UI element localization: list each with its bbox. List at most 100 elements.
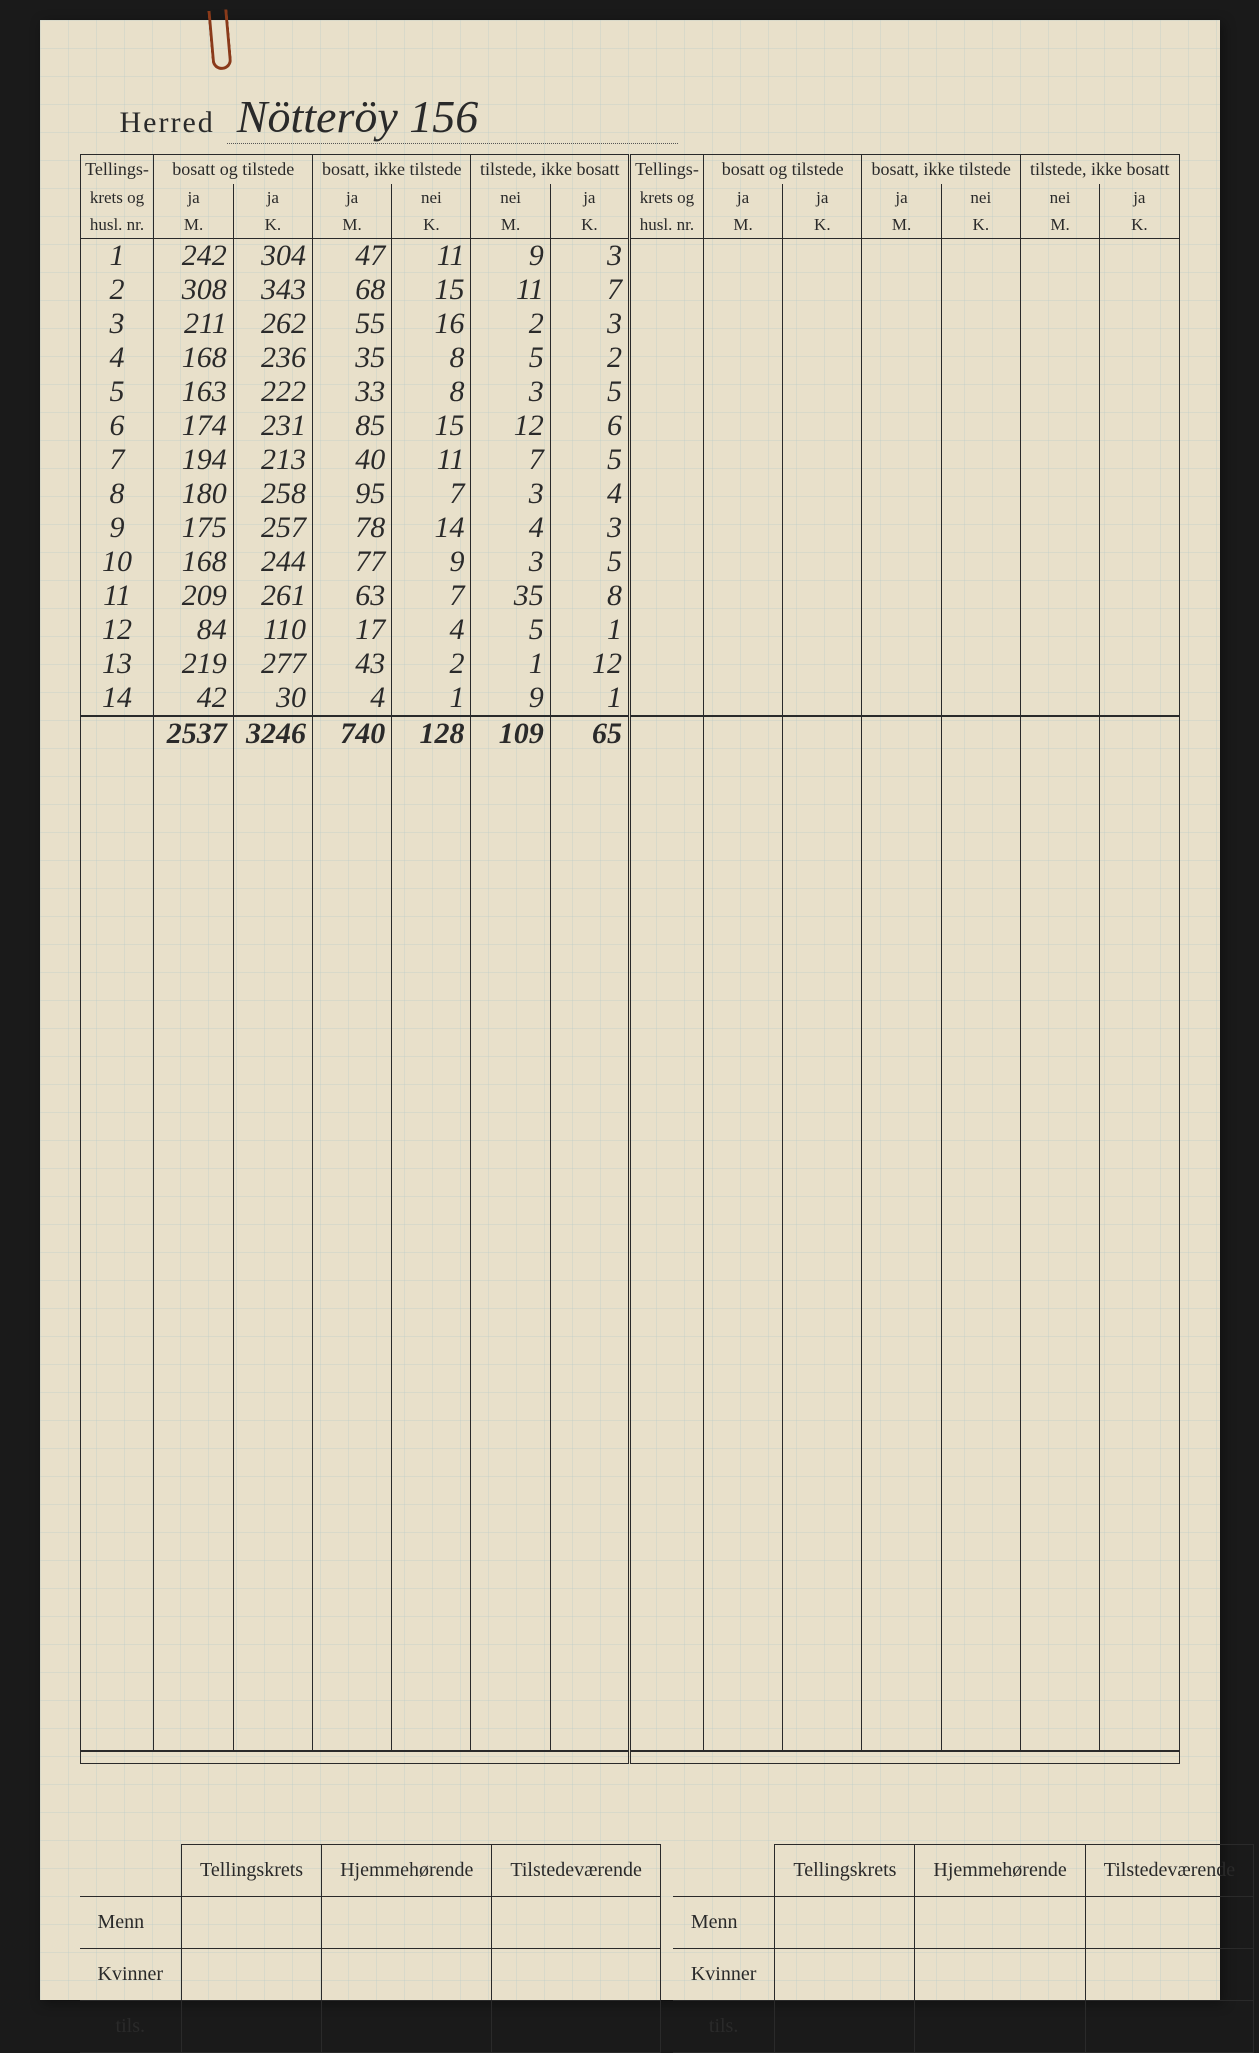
cell: 174 [154,409,233,443]
cell: 9 [471,239,550,274]
cell [703,511,782,545]
cell [1020,681,1099,716]
cell: 40 [312,443,391,477]
cell [1020,477,1099,511]
table-row: 1442304191 [80,681,1179,716]
cell [629,443,703,477]
cell [629,375,703,409]
hdr-nei: nei [1020,184,1099,212]
sum-kvinner: Kvinner [80,1948,182,2000]
hdr-k: K. [392,212,471,239]
cell [941,239,1020,274]
cell [1100,273,1179,307]
cell: 163 [154,375,233,409]
table-row: 818025895734 [80,477,1179,511]
cell [862,239,941,274]
sum-tellingskrets: Tellingskrets [182,1844,322,1896]
hdr-k: K. [550,212,629,239]
cell: 7 [550,273,629,307]
cell: 5 [471,341,550,375]
table-totals-row: 2537324674012810965 [80,716,1179,751]
cell [703,716,782,751]
cell: 4 [471,511,550,545]
cell: 77 [312,545,391,579]
cell: 65 [550,716,629,751]
cell [629,273,703,307]
cell: 12 [550,647,629,681]
cell [703,307,782,341]
cell: 9 [471,681,550,716]
cell [1100,647,1179,681]
sum-tellingskrets: Tellingskrets [775,1844,915,1896]
cell [783,511,862,545]
hdr-m: M. [703,212,782,239]
cell [783,647,862,681]
cell [1100,579,1179,613]
cell: 84 [154,613,233,647]
cell: 10 [80,545,154,579]
cell [1100,545,1179,579]
hdr-m: M. [1020,212,1099,239]
table-row: 13219277432112 [80,647,1179,681]
cell [703,409,782,443]
cell: 343 [233,273,312,307]
cell [629,341,703,375]
sum-tilstede: Tilstedeværende [1085,1844,1253,1896]
cell [1100,239,1179,274]
cell [941,273,1020,307]
cell: 128 [392,716,471,751]
hdr-k: K. [941,212,1020,239]
cell [1020,579,1099,613]
cell [703,375,782,409]
paperclip-mark [207,9,232,71]
sum-tils: tils. [80,2000,182,2052]
cell [80,716,154,751]
hdr-husl-l: husl. nr. [80,212,154,239]
table-body: 1242304471193230834368151173211262551623… [80,239,1179,752]
table-row: 11209261637358 [80,579,1179,613]
table-row: 61742318515126 [80,409,1179,443]
hdr-bosatt-tilstede-r: bosatt og tilstede [703,155,862,185]
cell [629,307,703,341]
cell [783,341,862,375]
hdr-krets-r: krets og [629,184,703,212]
hdr-tellings-1r: Tellings- [629,155,703,185]
table-row: 3211262551623 [80,307,1179,341]
hdr-k: K. [233,212,312,239]
cell [1020,647,1099,681]
cell [629,239,703,274]
cell: 2 [392,647,471,681]
cell: 6 [550,409,629,443]
cell [703,647,782,681]
hdr-ja: ja [703,184,782,212]
table-row: 516322233835 [80,375,1179,409]
hdr-ja: ja [550,184,629,212]
cell [783,545,862,579]
cell [1020,375,1099,409]
sum-hjemme: Hjemmehørende [322,1844,492,1896]
cell: 8 [80,477,154,511]
sum-tilstede: Tilstedeværende [492,1844,660,1896]
hdr-nei: nei [941,184,1020,212]
cell: 42 [154,681,233,716]
cell: 35 [312,341,391,375]
cell: 3 [550,307,629,341]
cell: 213 [233,443,312,477]
cell: 14 [392,511,471,545]
cell [941,443,1020,477]
cell [783,716,862,751]
hdr-ja: ja [154,184,233,212]
hdr-m: M. [862,212,941,239]
cell [862,409,941,443]
cell [1020,239,1099,274]
cell: 5 [550,443,629,477]
cell: 15 [392,273,471,307]
cell: 231 [233,409,312,443]
cell [1100,375,1179,409]
cell [703,477,782,511]
cell [862,273,941,307]
cell [862,307,941,341]
cell [629,511,703,545]
cell: 15 [392,409,471,443]
table-row: 128411017451 [80,613,1179,647]
